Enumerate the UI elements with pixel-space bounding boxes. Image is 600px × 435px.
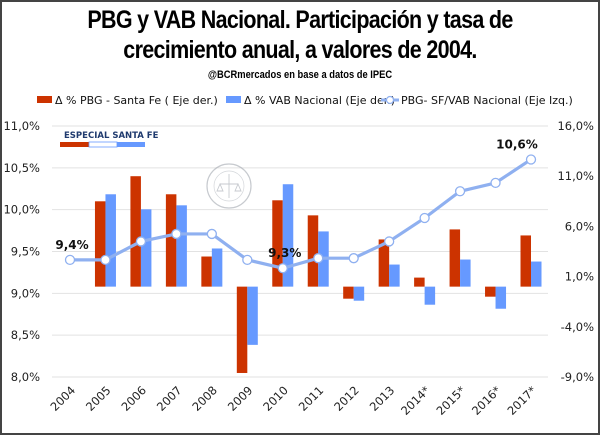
bar-vab-nacional xyxy=(282,184,294,287)
data-labels: 9,4% 9,3% 10,6% xyxy=(55,137,537,260)
chart-title-line2: crecimiento anual, a valores de 2004. xyxy=(123,36,477,64)
line-point-marker xyxy=(171,228,182,240)
legend-marker-icon xyxy=(385,95,395,105)
x-tick-label: 2005 xyxy=(83,383,114,414)
line-point-marker xyxy=(348,253,359,264)
right-tick-label: 11,0% xyxy=(557,169,594,183)
x-tick-label: 2009 xyxy=(225,383,256,414)
x-tick-label: 2017* xyxy=(504,383,539,418)
bar-pbg-santa-fe xyxy=(201,256,212,287)
bar-vab-nacional xyxy=(211,248,223,287)
bar-pbg-santa-fe xyxy=(307,215,319,287)
left-tick-label: 9,5% xyxy=(11,245,40,259)
bar-vab-nacional xyxy=(140,209,152,287)
bar-vab-nacional xyxy=(389,264,400,287)
chart-title-line1: PBG y VAB Nacional. Participación y tasa… xyxy=(87,6,513,34)
bar-pbg-santa-fe xyxy=(485,286,496,297)
left-tick-label: 9,0% xyxy=(11,286,40,300)
line-point-marker xyxy=(64,254,76,266)
x-tick-label: 2016* xyxy=(469,383,504,418)
badge-text: ESPECIAL SANTA FE xyxy=(64,131,159,141)
left-tick-label: 8,5% xyxy=(11,328,40,342)
bar-vab-nacional xyxy=(460,259,471,287)
bar-pbg-santa-fe xyxy=(449,229,461,287)
left-tick-label: 10,5% xyxy=(3,161,40,175)
bar-vab-nacional xyxy=(353,286,365,301)
x-tick-label: 2004 xyxy=(48,383,79,414)
line-point-marker xyxy=(419,212,430,224)
line-point-marker xyxy=(277,263,288,274)
left-axis: 11,0% 10,5% 10,0% 9,5% 9,0% 8,5% 8,0% xyxy=(3,119,40,384)
data-label: 9,4% xyxy=(55,238,88,252)
line-point-marker xyxy=(384,236,395,247)
bcr-seal-watermark xyxy=(206,163,252,209)
x-tick-label: 2014* xyxy=(398,383,433,418)
bar-pbg-santa-fe xyxy=(343,286,354,299)
legend-swatch-pbg xyxy=(37,96,52,103)
bar-vab-nacional xyxy=(531,261,542,287)
bar-pbg-santa-fe xyxy=(165,194,177,287)
bar-vab-nacional xyxy=(105,194,116,287)
right-tick-label: -9,0% xyxy=(561,370,594,384)
line-point-marker xyxy=(100,254,111,266)
left-tick-label: 11,0% xyxy=(3,119,40,133)
left-tick-label: 10,0% xyxy=(3,203,40,217)
line-point-marker xyxy=(490,177,501,189)
legend-label-vab: Δ % VAB Nacional (Eje der.) xyxy=(244,94,395,107)
bar-pbg-santa-fe xyxy=(520,235,531,287)
especial-santa-fe-badge: ESPECIAL SANTA FE xyxy=(60,131,159,148)
right-axis: 16,0% 11,0% 6,0% 1,0% -4,0% -9,0% xyxy=(557,119,594,384)
bar-vab-nacional xyxy=(424,286,436,305)
bar-pbg-santa-fe xyxy=(236,286,248,373)
line-point-marker xyxy=(242,254,253,266)
legend-label-line: PBG- SF/VAB Nacional (Eje Izq.) xyxy=(401,94,573,107)
bar-pbg-santa-fe xyxy=(130,176,141,287)
bar-pbg-santa-fe xyxy=(272,200,283,287)
legend: Δ % PBG - Santa Fe ( Eje der.) Δ % VAB N… xyxy=(37,94,573,107)
x-tick-label: 2013 xyxy=(367,383,398,414)
x-tick-label: 2008 xyxy=(189,383,220,414)
legend-label-pbg: Δ % PBG - Santa Fe ( Eje der.) xyxy=(55,94,218,107)
data-label: 9,3% xyxy=(268,246,301,260)
bar-vab-nacional xyxy=(176,205,187,287)
bar-vab-nacional xyxy=(247,286,258,345)
right-tick-label: 16,0% xyxy=(557,119,594,133)
x-tick-label: 2015* xyxy=(434,383,469,418)
bar-vab-nacional xyxy=(495,286,507,309)
bar-pbg-santa-fe xyxy=(414,277,425,287)
line-point-marker xyxy=(525,154,537,165)
badge-stripe-blue xyxy=(117,142,145,147)
line-point-marker xyxy=(454,186,466,197)
line-point-marker xyxy=(313,253,324,264)
x-tick-label: 2012 xyxy=(331,383,362,414)
bars xyxy=(94,176,542,373)
x-tick-label: 2011 xyxy=(296,383,327,414)
line-series xyxy=(64,154,537,274)
x-axis: 2004 2005 2006 2007 2008 2009 2010 2011 2012 2013… xyxy=(48,383,540,418)
line-point-marker xyxy=(206,228,217,240)
right-tick-label: 1,0% xyxy=(565,270,594,284)
bar-pbg-santa-fe xyxy=(94,201,106,287)
data-label: 10,6% xyxy=(496,137,538,151)
bar-pbg-santa-fe xyxy=(378,239,390,287)
x-tick-label: 2010 xyxy=(260,383,291,414)
chart-subtitle: @BCRmercados en base a datos de IPEC xyxy=(207,69,393,81)
x-tick-label: 2007 xyxy=(154,383,185,414)
line-pbg-vab-ratio xyxy=(70,158,532,270)
right-tick-label: 6,0% xyxy=(565,219,594,233)
badge-stripe-red xyxy=(60,142,89,147)
badge-stripe-white xyxy=(88,141,118,148)
line-point-marker xyxy=(135,236,147,247)
legend-swatch-vab xyxy=(226,96,241,103)
right-tick-label: -4,0% xyxy=(561,320,594,334)
x-tick-label: 2006 xyxy=(118,383,149,414)
left-tick-label: 8,0% xyxy=(11,370,40,384)
